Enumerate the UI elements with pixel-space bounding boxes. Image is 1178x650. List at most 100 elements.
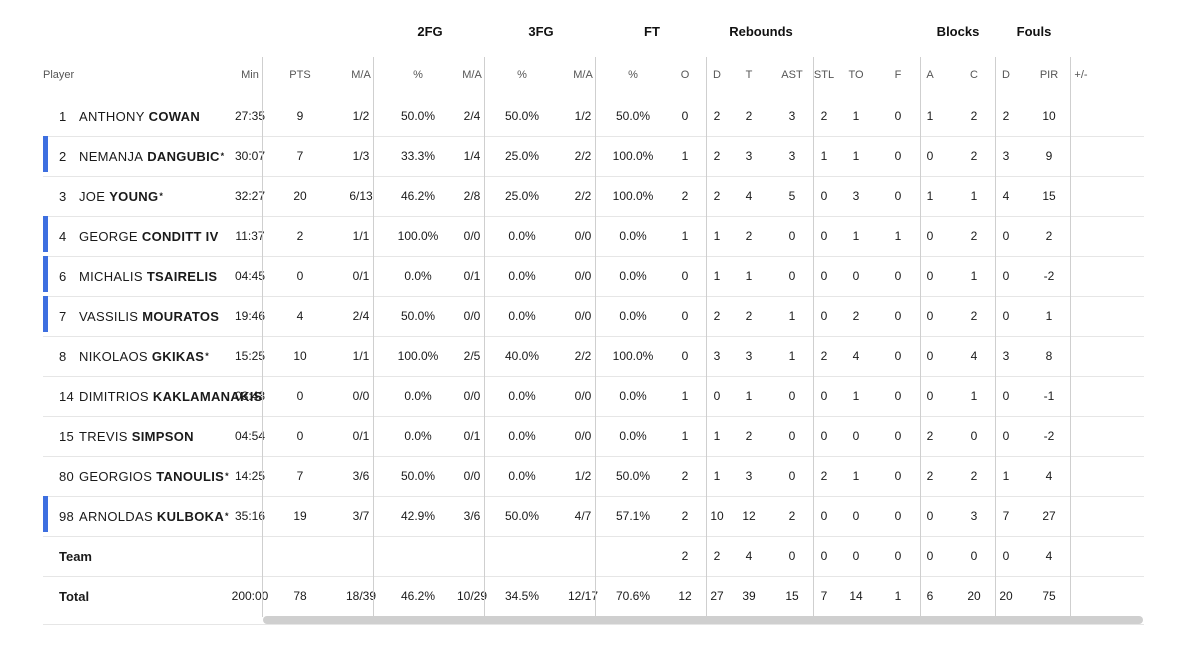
player-last-name: YOUNG <box>109 188 159 204</box>
stat-cell: 100.0% <box>612 149 654 163</box>
column-header[interactable]: A <box>926 69 934 81</box>
column-header[interactable]: PTS <box>289 69 311 81</box>
table-row[interactable]: 7 VASSILIS MOURATOS 19:46 4 2/4 50.0% 0/0 0.0% 0/… <box>43 296 1144 337</box>
column-header[interactable]: F <box>894 69 902 81</box>
column-header[interactable]: STL <box>813 69 835 81</box>
stat-cell: 2 <box>820 469 828 483</box>
column-divider <box>262 57 263 617</box>
stat-cell: 3 <box>788 109 796 123</box>
column-divider <box>706 57 707 617</box>
column-header[interactable]: M/A <box>351 69 371 81</box>
player-name[interactable]: 4 GEORGE CONDITT IV <box>59 216 219 256</box>
stat-cell: 0 <box>1002 429 1010 443</box>
table-row[interactable]: 8 NIKOLAOS GKIKAS * 15:25 10 1/1 100.0% 2/5 40.0%… <box>43 336 1144 377</box>
stat-cell: 0/0 <box>463 229 481 243</box>
stat-cell: 2 <box>970 469 978 483</box>
stat-cell: 0 <box>894 469 902 483</box>
player-last-name: TANOULIS <box>156 468 225 484</box>
stat-cell: 0 <box>788 469 796 483</box>
column-header[interactable]: D <box>1002 69 1010 81</box>
stat-cell: 12/17 <box>567 589 599 603</box>
column-header[interactable]: M/A <box>462 69 482 81</box>
stat-cell: 3 <box>745 469 753 483</box>
player-name[interactable]: 7 VASSILIS MOURATOS <box>59 296 219 336</box>
column-header[interactable]: O <box>680 69 690 81</box>
stat-cell: 200:00 <box>231 589 269 603</box>
player-first-name: ARNOLDAS <box>79 508 153 524</box>
column-header[interactable]: M/A <box>573 69 593 81</box>
stat-cell: 32:27 <box>234 189 266 203</box>
stat-cell: 4 <box>1045 549 1053 563</box>
column-header[interactable]: AST <box>781 69 803 81</box>
table-row[interactable]: 4 GEORGE CONDITT IV 11:37 2 1/1 100.0% 0/0 0.0% 0… <box>43 216 1144 257</box>
stat-cell: 50.0% <box>504 509 540 523</box>
stat-cell: 78 <box>293 589 307 603</box>
stat-cell: 1 <box>894 589 902 603</box>
player-last-name: TSAIRELIS <box>146 268 218 284</box>
horizontal-scrollbar[interactable] <box>263 616 1143 624</box>
column-header-player[interactable]: Player <box>43 69 75 81</box>
column-header[interactable]: T <box>745 69 753 81</box>
column-divider <box>920 57 921 617</box>
stat-cell: 0.0% <box>404 389 432 403</box>
stat-cell: 0 <box>820 269 828 283</box>
player-name[interactable]: 6 MICHALIS TSAIRELIS <box>59 256 217 296</box>
column-header[interactable]: Min <box>241 69 259 81</box>
stat-cell: 1/3 <box>352 149 370 163</box>
stat-cell: 1 <box>852 149 860 163</box>
stat-cell: 1 <box>788 309 796 323</box>
player-last-name: SIMPSON <box>131 428 194 444</box>
stat-cell: 0 <box>970 549 978 563</box>
stat-cell: 3 <box>745 349 753 363</box>
stat-cell: 3 <box>713 349 721 363</box>
stat-cell: 0/0 <box>463 469 481 483</box>
table-row[interactable]: 80 GEORGIOS TANOULIS * 14:25 7 3/6 50.0% 0/0 0.0%… <box>43 456 1144 497</box>
stat-cell: 50.0% <box>400 309 436 323</box>
table-row[interactable]: 6 MICHALIS TSAIRELIS 04:45 0 0/1 0.0% 0/1 0.0% 0/… <box>43 256 1144 297</box>
stat-cell: 100.0% <box>397 349 439 363</box>
player-last-name: GKIKAS <box>151 348 205 364</box>
stat-cell: 34.5% <box>504 589 540 603</box>
row-highlight-marker <box>43 216 48 252</box>
table-row[interactable]: 98 ARNOLDAS KULBOKA * 35:16 19 3/7 42.9% 3/6 50.0… <box>43 496 1144 537</box>
player-name[interactable]: 3 JOE YOUNG * <box>59 176 163 216</box>
stat-cell: 39 <box>742 589 756 603</box>
stat-cell: 1 <box>970 189 978 203</box>
stat-cell: 0/0 <box>574 269 592 283</box>
column-header[interactable]: TO <box>848 69 864 81</box>
stat-cell: -2 <box>1043 429 1055 443</box>
column-header[interactable]: PIR <box>1039 69 1059 81</box>
player-first-name: ANTHONY <box>79 108 145 124</box>
player-name[interactable]: 2 NEMANJA DANGUBIC * <box>59 136 224 176</box>
player-last-name: MOURATOS <box>142 308 220 324</box>
player-name[interactable]: 1 ANTHONY COWAN <box>59 96 200 136</box>
stat-cell: 0 <box>820 309 828 323</box>
player-name[interactable]: 80 GEORGIOS TANOULIS * <box>59 456 229 496</box>
stat-cell: 0/0 <box>574 229 592 243</box>
column-header[interactable]: % <box>628 69 638 81</box>
group-header-blocks: Blocks <box>936 24 980 39</box>
column-header[interactable]: D <box>713 69 721 81</box>
stat-cell: 0 <box>894 349 902 363</box>
stat-cell: 19 <box>293 509 307 523</box>
player-name[interactable]: 98 ARNOLDAS KULBOKA * <box>59 496 229 536</box>
column-header[interactable]: +/- <box>1074 69 1088 81</box>
column-header[interactable]: % <box>413 69 423 81</box>
table-row[interactable]: 3 JOE YOUNG * 32:27 20 6/13 46.2% 2/8 25.0% 2/2 100… <box>43 176 1144 217</box>
stat-cell: 0 <box>788 229 796 243</box>
column-header[interactable]: % <box>517 69 527 81</box>
player-name[interactable]: 15 TREVIS SIMPSON <box>59 416 194 456</box>
stat-cell: 04:45 <box>234 269 266 283</box>
table-row[interactable]: 15 TREVIS SIMPSON 04:54 0 0/1 0.0% 0/1 0.0% 0/0 0.… <box>43 416 1144 457</box>
table-row[interactable]: 2 NEMANJA DANGUBIC * 30:07 7 1/3 33.3% 1/4 25.0% 2… <box>43 136 1144 177</box>
stat-cell: 0.0% <box>508 229 536 243</box>
player-name[interactable]: 14 DIMITRIOS KAKLAMANAKIS <box>59 376 263 416</box>
stat-cell: 2 <box>296 229 304 243</box>
stat-cell: 0/0 <box>574 309 592 323</box>
player-name[interactable]: 8 NIKOLAOS GKIKAS * <box>59 336 209 376</box>
table-row[interactable]: 1 ANTHONY COWAN 27:35 9 1/2 50.0% 2/4 50.0% 1/2 50… <box>43 96 1144 137</box>
stat-cell: 1 <box>1045 309 1053 323</box>
column-header[interactable]: C <box>970 69 978 81</box>
team-row-label: Team <box>59 548 92 564</box>
table-row[interactable]: 14 DIMITRIOS KAKLAMANAKIS 03:43 0 0/0 0.0% 0/0 0… <box>43 376 1144 417</box>
